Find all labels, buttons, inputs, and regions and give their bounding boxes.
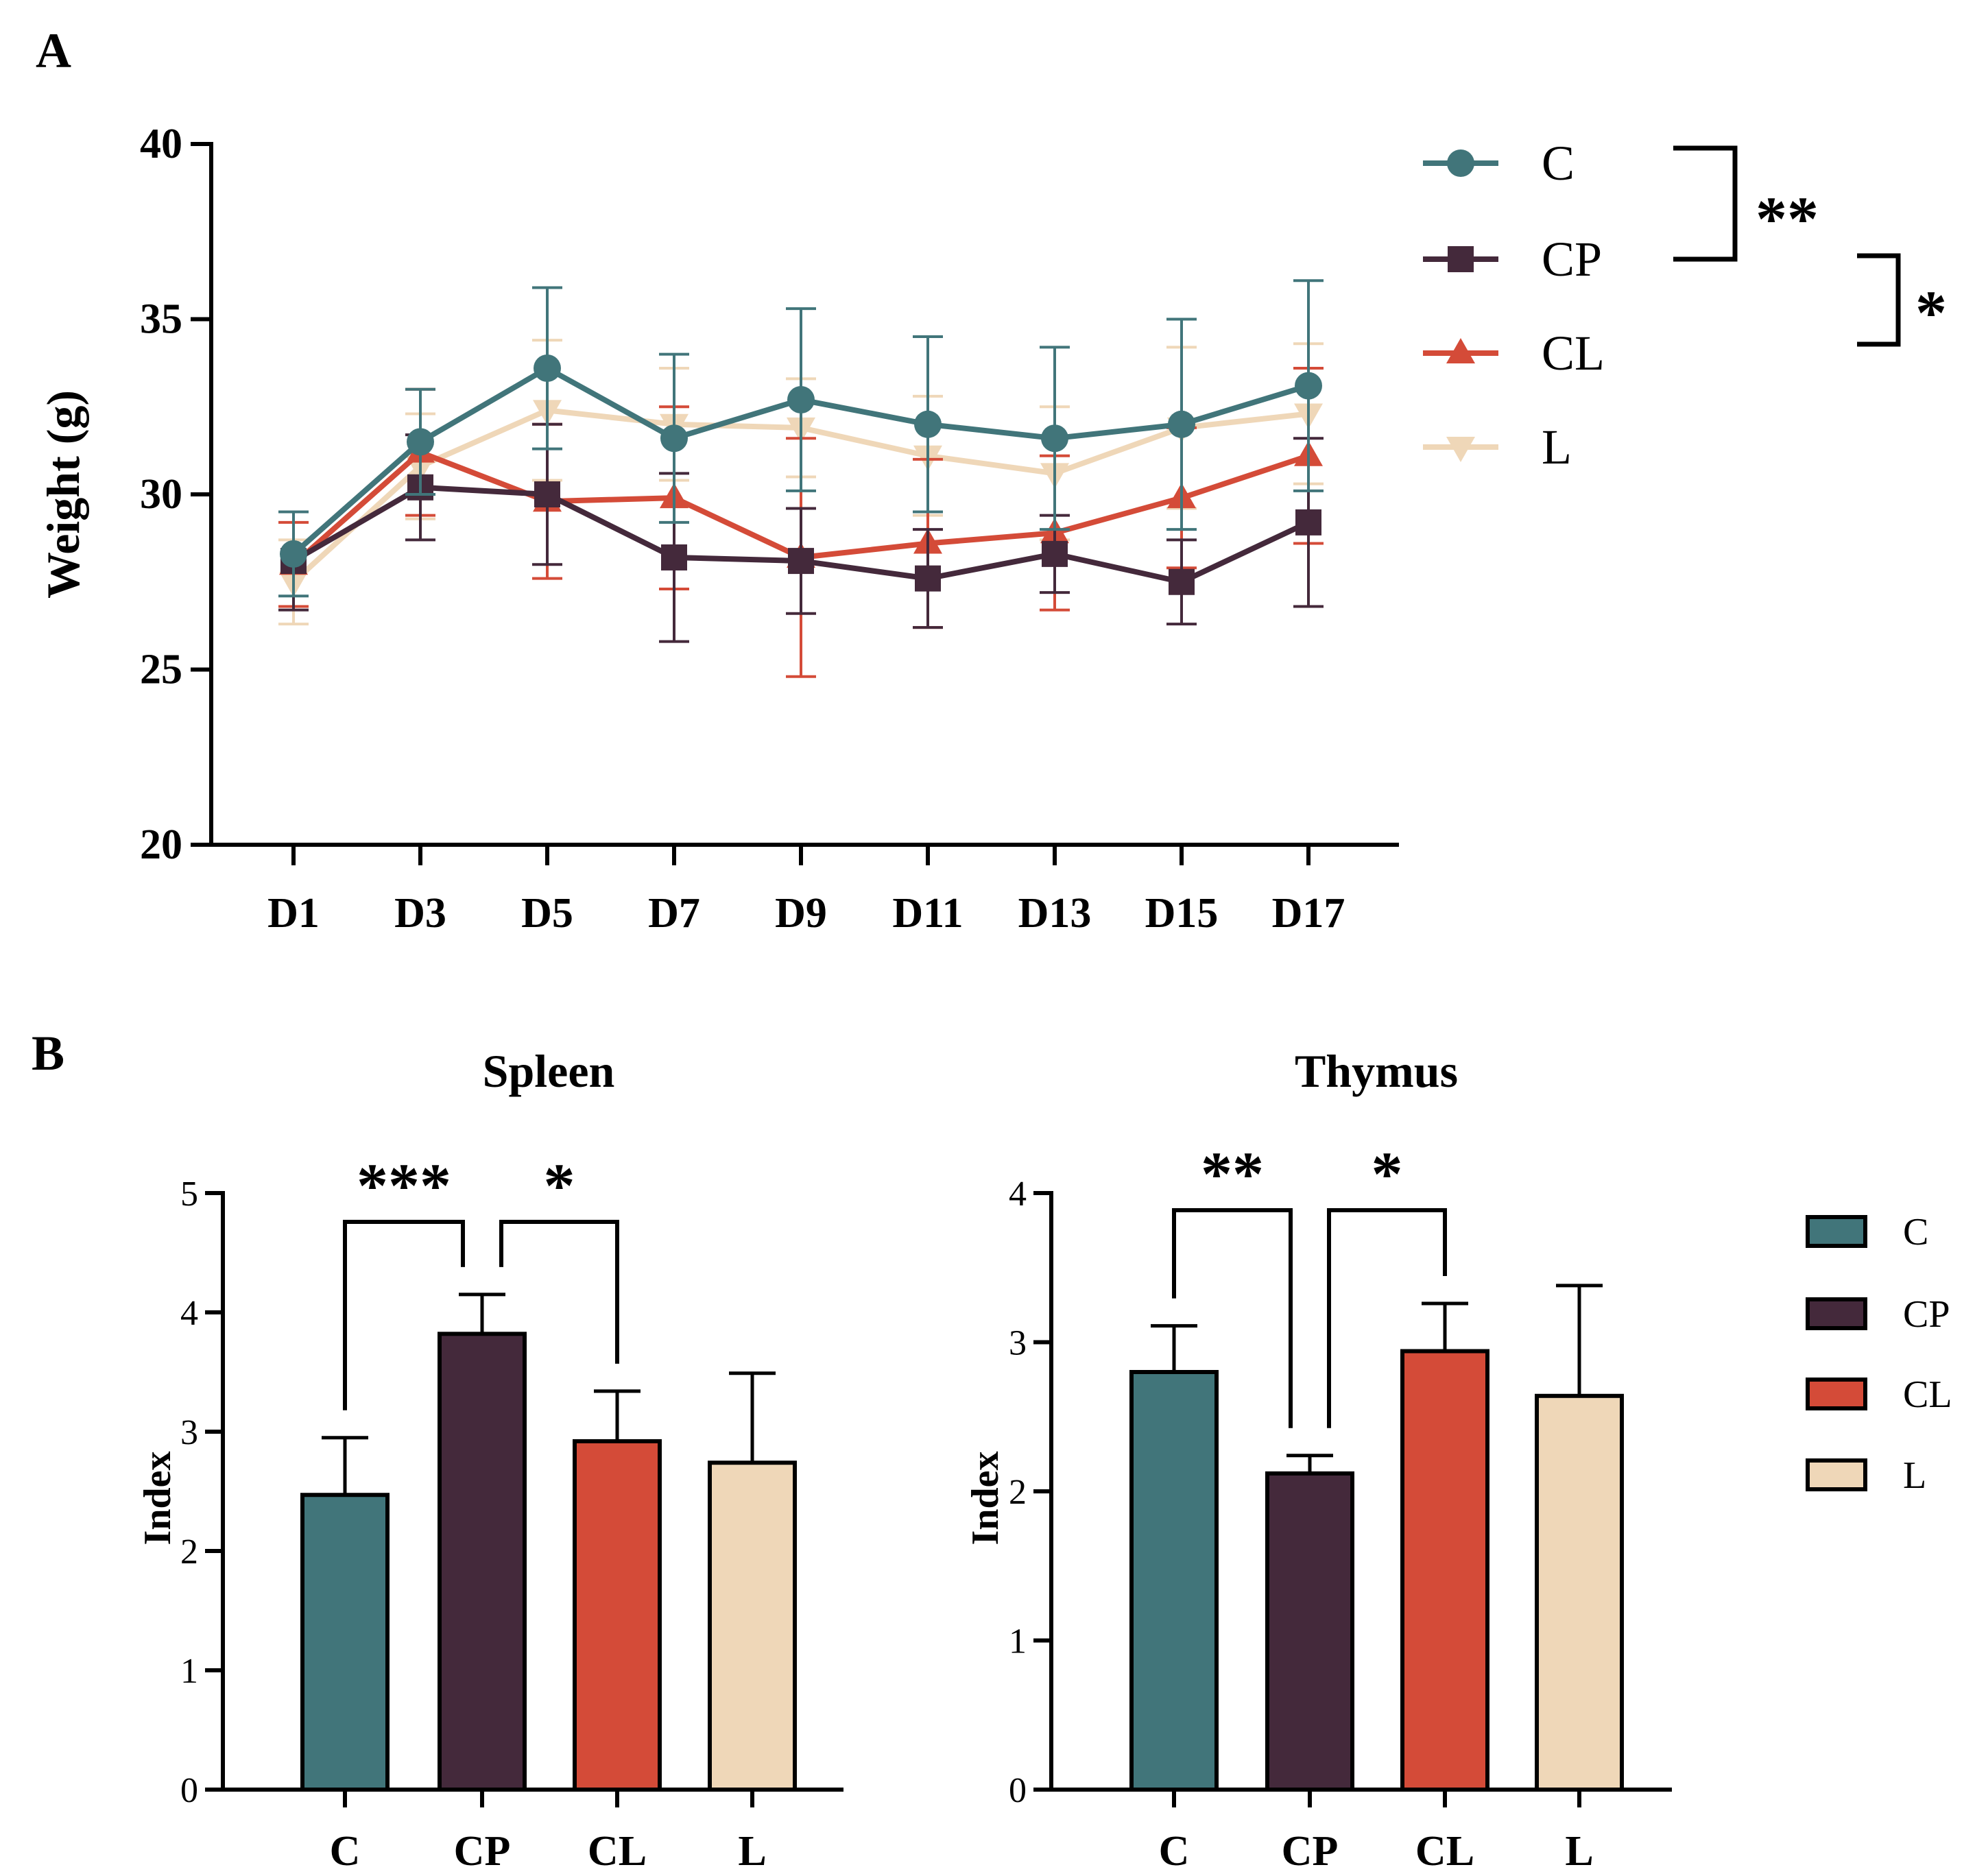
series-c bbox=[278, 279, 1324, 598]
data-point bbox=[914, 410, 942, 438]
legend-label: CL bbox=[1542, 326, 1605, 381]
legend-marker bbox=[1446, 338, 1475, 363]
x-tick-label: L bbox=[1565, 1828, 1593, 1875]
bar bbox=[1400, 1349, 1489, 1792]
data-point bbox=[1295, 509, 1321, 536]
significance-bracket bbox=[343, 1220, 465, 1410]
data-point bbox=[1041, 424, 1068, 453]
x-tick-label: L bbox=[738, 1828, 766, 1875]
data-point bbox=[534, 354, 561, 383]
y-tick-label: 25 bbox=[140, 647, 182, 693]
data-point bbox=[787, 386, 815, 414]
panel-label-a: A bbox=[36, 23, 71, 78]
y-axis-title: Index bbox=[136, 1452, 179, 1546]
data-point bbox=[1042, 540, 1068, 567]
x-tick-label: CP bbox=[454, 1828, 511, 1875]
x-tick-label: D13 bbox=[1018, 890, 1092, 937]
x-tick-label: C bbox=[1159, 1828, 1190, 1875]
data-point bbox=[280, 540, 307, 568]
significance-bracket bbox=[1327, 1208, 1447, 1428]
chart-title: Thymus bbox=[1295, 1045, 1458, 1097]
data-point bbox=[661, 544, 687, 570]
y-tick-label: 0 bbox=[180, 1771, 198, 1810]
data-point bbox=[1295, 372, 1322, 400]
bar bbox=[300, 1493, 390, 1792]
significance-bracket bbox=[1857, 253, 1901, 347]
y-tick-label: 3 bbox=[180, 1413, 198, 1452]
legend-label: L bbox=[1903, 1454, 1926, 1497]
weight-line-chart: 20 25 30 35 40 D1 D3 D5 D7 D9 D11 D13 D15 D17 Weight (… bbox=[37, 121, 1947, 937]
legend-marker bbox=[1448, 246, 1474, 272]
y-tick-label: 20 bbox=[140, 821, 182, 868]
x-tick-label: D5 bbox=[521, 890, 573, 937]
y-tick-label: 3 bbox=[1009, 1324, 1027, 1363]
significance-label: ** bbox=[1201, 1139, 1264, 1209]
data-point bbox=[915, 565, 941, 592]
chart-title: Spleen bbox=[483, 1045, 615, 1097]
legend-swatch bbox=[1806, 1458, 1867, 1491]
y-tick-label: 0 bbox=[1009, 1771, 1027, 1810]
significance-label: *** bbox=[357, 1151, 451, 1220]
y-tick-label: 1 bbox=[1009, 1622, 1027, 1661]
legend-marker bbox=[1446, 437, 1475, 462]
legend: C CP CL L bbox=[1423, 136, 1605, 474]
bar bbox=[573, 1439, 662, 1792]
x-tick-label: CP bbox=[1282, 1828, 1339, 1875]
x-tick-label: C bbox=[330, 1828, 361, 1875]
x-tick-label: D7 bbox=[648, 890, 700, 937]
x-tick-label: CL bbox=[588, 1828, 647, 1875]
x-tick-label: D1 bbox=[267, 890, 320, 937]
significance-label: * bbox=[1372, 1139, 1403, 1209]
legend-label: C bbox=[1542, 136, 1575, 191]
legend-swatch bbox=[1806, 1378, 1867, 1410]
y-tick-label: 40 bbox=[140, 121, 182, 167]
data-point bbox=[1169, 568, 1195, 595]
bar bbox=[1129, 1370, 1219, 1792]
y-tick-label: 30 bbox=[140, 471, 182, 518]
significance-label: * bbox=[1915, 278, 1947, 348]
legend-label: L bbox=[1542, 420, 1572, 474]
bar bbox=[1535, 1393, 1624, 1792]
legend-swatch bbox=[1806, 1297, 1867, 1330]
y-tick-label: 1 bbox=[180, 1652, 198, 1691]
data-point bbox=[788, 548, 814, 575]
data-point bbox=[407, 428, 434, 456]
bar bbox=[708, 1460, 797, 1792]
significance-label: ** bbox=[1756, 184, 1819, 254]
legend-label: CL bbox=[1903, 1373, 1952, 1416]
legend-label: CP bbox=[1542, 232, 1602, 287]
significance-bracket bbox=[499, 1220, 619, 1364]
y-axis-title: Weight (g) bbox=[37, 390, 89, 599]
data-point bbox=[534, 481, 560, 507]
data-point bbox=[660, 424, 688, 453]
x-tick-label: D11 bbox=[892, 890, 963, 937]
significance-bracket bbox=[1673, 145, 1738, 262]
legend-label: CP bbox=[1903, 1293, 1950, 1336]
y-tick-label: 4 bbox=[180, 1294, 198, 1333]
y-tick-label: 4 bbox=[1009, 1175, 1027, 1214]
legend-marker bbox=[1447, 149, 1474, 177]
x-tick-label: D17 bbox=[1272, 890, 1345, 937]
x-tick-label: D15 bbox=[1145, 890, 1219, 937]
bar bbox=[438, 1332, 527, 1792]
x-tick-label: CL bbox=[1415, 1828, 1474, 1875]
y-axis-title: Index bbox=[964, 1452, 1007, 1546]
y-tick-label: 5 bbox=[180, 1175, 198, 1214]
legend: C CP CL L bbox=[1806, 1211, 1952, 1497]
y-tick-label: 2 bbox=[180, 1532, 198, 1572]
significance-bracket bbox=[1172, 1208, 1293, 1428]
legend-label: C bbox=[1903, 1211, 1928, 1253]
legend-swatch bbox=[1806, 1215, 1867, 1248]
x-tick-label: D3 bbox=[394, 890, 446, 937]
y-tick-label: 35 bbox=[140, 296, 182, 343]
x-tick-label: D9 bbox=[775, 890, 827, 937]
significance-label: * bbox=[544, 1151, 575, 1220]
bar bbox=[1265, 1471, 1354, 1792]
data-point bbox=[1168, 410, 1195, 438]
y-tick-label: 2 bbox=[1009, 1473, 1027, 1512]
panel-label-b: B bbox=[32, 1026, 64, 1081]
